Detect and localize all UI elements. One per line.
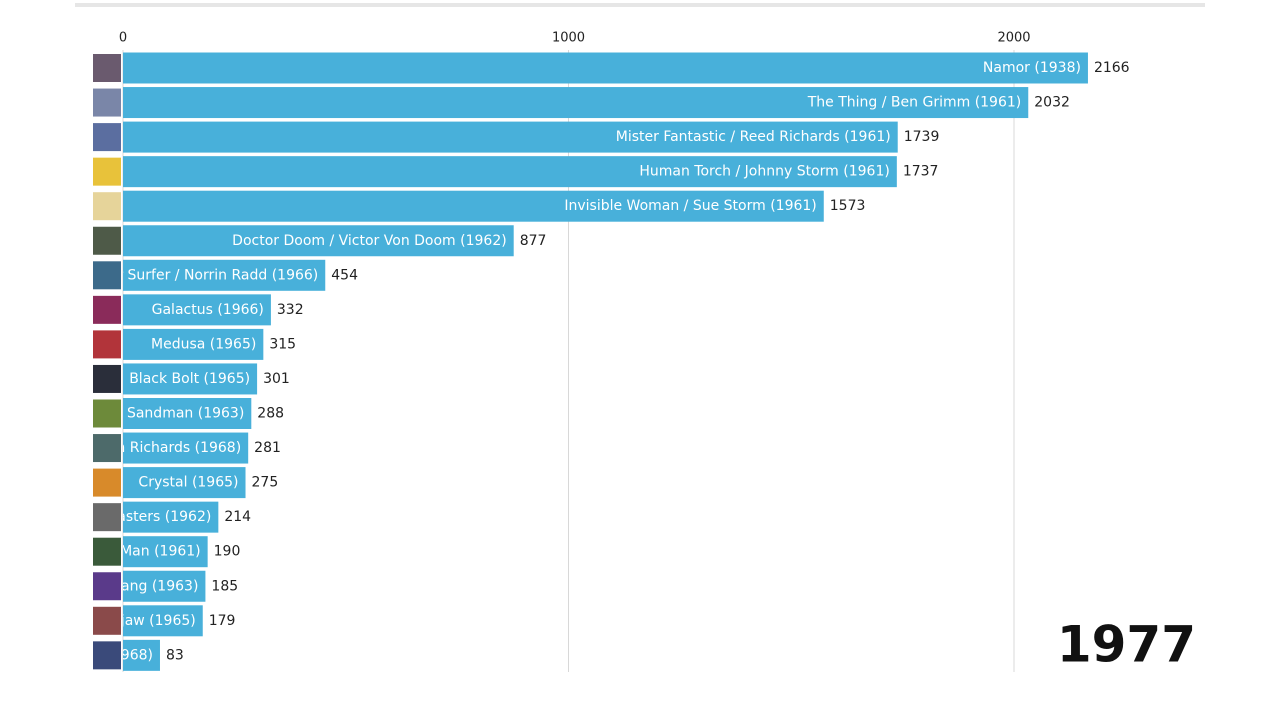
bar	[123, 190, 824, 222]
bar-label: Mister Fantastic / Reed Richards (1961)	[616, 129, 891, 145]
value-label: 2032	[1034, 95, 1070, 111]
bar	[123, 398, 252, 429]
bar	[123, 639, 160, 671]
bar-label: lin Richards (1968)	[109, 440, 242, 456]
bar	[123, 605, 203, 637]
top-bar	[75, 3, 1205, 7]
bar	[123, 501, 219, 533]
bar	[123, 467, 246, 499]
value-label: 315	[269, 336, 296, 352]
bar-label: 968)	[121, 647, 153, 663]
avatar	[93, 399, 121, 428]
avatar	[93, 54, 121, 82]
avatar	[93, 295, 121, 324]
value-label: 301	[263, 371, 290, 387]
bar	[123, 52, 1088, 84]
value-label: 1573	[830, 198, 866, 214]
avatar	[93, 434, 121, 463]
bar-label: Kang (1963)	[112, 578, 198, 594]
avatar	[93, 537, 121, 566]
avatar	[93, 641, 121, 670]
bar-label: kjaw (1965)	[113, 613, 196, 629]
bar	[123, 294, 271, 326]
bar-label: The Thing / Ben Grimm (1961)	[807, 95, 1022, 111]
bar-label: ver Surfer / Norrin Radd (1966)	[100, 267, 318, 283]
value-label: 2166	[1094, 60, 1130, 76]
avatar	[93, 261, 121, 290]
bar-label: Masters (1962)	[105, 509, 211, 525]
bar	[123, 87, 1029, 119]
avatar	[93, 157, 121, 186]
bar	[123, 536, 208, 568]
bar	[123, 259, 326, 291]
value-label: 454	[331, 267, 358, 283]
avatar	[93, 468, 121, 497]
bar	[123, 432, 249, 464]
avatar	[93, 192, 121, 221]
avatar	[93, 364, 121, 393]
bar-label: Human Torch / Johnny Storm (1961)	[639, 164, 889, 180]
bar	[123, 225, 514, 257]
value-label: 288	[257, 406, 284, 422]
x-tick-label: 0	[119, 31, 127, 46]
bar-label: Black Bolt (1965)	[129, 371, 250, 387]
avatar	[93, 606, 121, 635]
avatar	[93, 572, 121, 601]
value-label: 275	[252, 475, 279, 491]
value-label: 190	[214, 544, 241, 560]
value-label: 332	[277, 302, 304, 318]
bar-label: Namor (1938)	[983, 60, 1081, 76]
bar-label: Doctor Doom / Victor Von Doom (1962)	[232, 233, 507, 249]
bar	[123, 363, 258, 395]
value-label: 83	[166, 647, 184, 663]
value-label: 877	[520, 233, 547, 249]
avatar	[93, 123, 121, 152]
avatar	[93, 88, 121, 117]
bar	[123, 156, 897, 188]
bar	[123, 121, 898, 153]
bar	[123, 328, 264, 360]
bar-label: Sandman (1963)	[127, 406, 244, 422]
bar-label: e Man (1961)	[107, 544, 201, 560]
bar	[123, 570, 206, 602]
bar-label: Medusa (1965)	[151, 336, 256, 352]
value-label: 185	[211, 578, 238, 594]
x-tick-label: 1000	[552, 31, 585, 46]
value-label: 214	[224, 509, 251, 525]
x-tick-label: 2000	[997, 31, 1030, 46]
value-label: 1737	[903, 164, 939, 180]
value-label: 1739	[904, 129, 940, 145]
avatar	[93, 226, 121, 255]
bar-label: Invisible Woman / Sue Storm (1961)	[564, 198, 816, 214]
value-label: 281	[254, 440, 281, 456]
avatar	[93, 330, 121, 359]
value-label: 179	[209, 613, 236, 629]
avatar	[93, 503, 121, 532]
bar-label: Crystal (1965)	[138, 475, 238, 491]
bar-label: Galactus (1966)	[152, 302, 264, 318]
year-label: 1977	[1057, 616, 1196, 674]
